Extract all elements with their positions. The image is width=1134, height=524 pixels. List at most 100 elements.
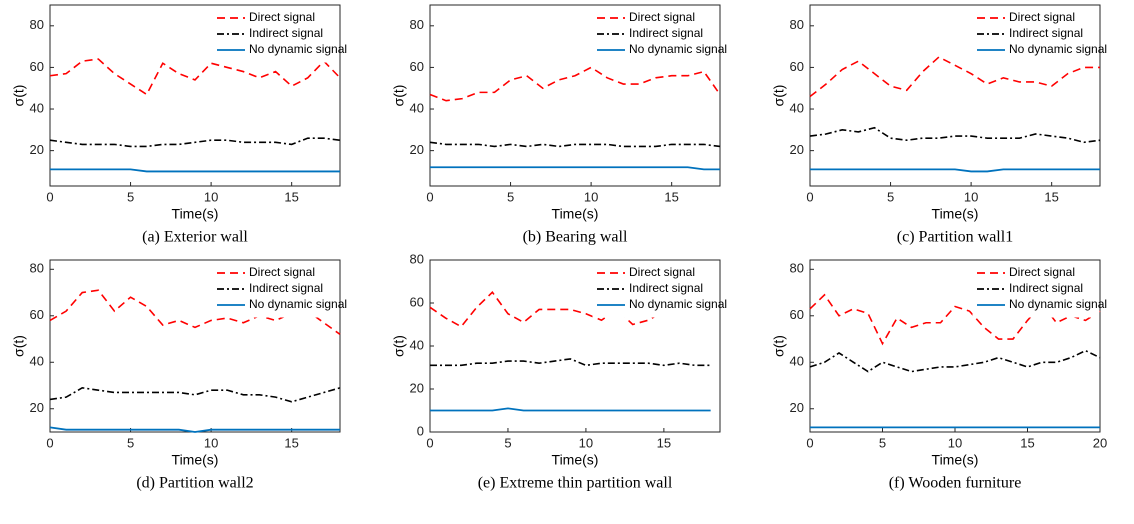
y-axis-label: σ(t) bbox=[391, 335, 407, 357]
x-tick-label: 15 bbox=[1044, 189, 1058, 204]
legend-label: Direct signal bbox=[1009, 265, 1075, 279]
x-tick-label: 5 bbox=[127, 435, 134, 450]
x-tick-label: 15 bbox=[1020, 435, 1034, 450]
y-tick-label: 80 bbox=[790, 17, 804, 32]
legend-label: Direct signal bbox=[249, 265, 315, 279]
x-tick-label: 5 bbox=[879, 435, 886, 450]
x-axis-label: Time(s) bbox=[172, 206, 219, 222]
legend-label: No dynamic signal bbox=[249, 42, 347, 56]
y-tick-label: 80 bbox=[790, 261, 804, 276]
y-tick-label: 20 bbox=[30, 142, 44, 157]
caption: (b) Bearing wall bbox=[523, 229, 628, 246]
y-tick-label: 40 bbox=[790, 100, 804, 115]
series-line bbox=[810, 168, 1100, 173]
x-axis-label: Time(s) bbox=[932, 452, 979, 468]
y-tick-label: 60 bbox=[410, 294, 424, 309]
y-tick-label: 60 bbox=[30, 307, 44, 322]
series-line bbox=[809, 126, 1101, 144]
y-tick-label: 20 bbox=[410, 142, 424, 157]
caption: (e) Extreme thin partition wall bbox=[478, 475, 673, 492]
legend-label: Indirect signal bbox=[629, 281, 703, 295]
series-line bbox=[49, 426, 340, 433]
y-tick-label: 0 bbox=[417, 423, 424, 438]
series-line bbox=[809, 349, 1101, 373]
legend-label: Direct signal bbox=[249, 10, 315, 24]
x-tick-label: 10 bbox=[964, 189, 978, 204]
series-line bbox=[429, 66, 721, 102]
x-tick-label: 0 bbox=[426, 435, 433, 450]
series-line bbox=[430, 166, 720, 171]
legend-label: Indirect signal bbox=[1009, 281, 1083, 295]
y-tick-label: 40 bbox=[790, 354, 804, 369]
y-tick-label: 80 bbox=[30, 261, 44, 276]
legend-label: No dynamic signal bbox=[249, 297, 347, 311]
legend-label: No dynamic signal bbox=[629, 42, 727, 56]
x-tick-label: 0 bbox=[46, 189, 53, 204]
legend-label: Indirect signal bbox=[249, 26, 323, 40]
y-tick-label: 80 bbox=[410, 251, 424, 266]
y-tick-label: 40 bbox=[410, 337, 424, 352]
panel: 20 40 60 80 0 5 10 15 Time(s) σ(t) (b) Bearing wal… bbox=[391, 4, 727, 246]
panel: 20 40 60 80 0 5 10 15 Time(s) σ(t) (c) Partition w… bbox=[771, 4, 1107, 246]
caption: (c) Partition wall1 bbox=[897, 229, 1013, 246]
x-tick-label: 5 bbox=[504, 435, 511, 450]
legend-label: No dynamic signal bbox=[1009, 42, 1107, 56]
panel: 20 40 60 80 0 5 10 15 Time(s) σ(t) (d) Partition w… bbox=[11, 259, 347, 492]
panel: 20 40 60 80 0 5 10 15 20 Time(s) σ(t) (f) Wooden fu… bbox=[771, 259, 1107, 492]
x-tick-label: 10 bbox=[579, 435, 593, 450]
y-tick-label: 20 bbox=[30, 400, 44, 415]
series-line bbox=[49, 387, 341, 403]
legend-label: Indirect signal bbox=[249, 281, 323, 295]
caption: (d) Partition wall2 bbox=[136, 475, 253, 492]
x-axis-label: Time(s) bbox=[932, 206, 979, 222]
x-tick-label: 5 bbox=[887, 189, 894, 204]
series-line bbox=[809, 56, 1100, 98]
legend-label: Indirect signal bbox=[1009, 26, 1083, 40]
x-tick-label: 0 bbox=[426, 189, 433, 204]
y-tick-label: 20 bbox=[790, 400, 804, 415]
x-tick-label: 0 bbox=[806, 189, 813, 204]
y-tick-label: 20 bbox=[790, 142, 804, 157]
x-tick-label: 15 bbox=[664, 189, 678, 204]
y-tick-label: 60 bbox=[410, 59, 424, 74]
y-tick-label: 60 bbox=[790, 59, 804, 74]
series-line bbox=[430, 407, 711, 412]
legend-label: Indirect signal bbox=[629, 26, 703, 40]
y-tick-label: 80 bbox=[410, 17, 424, 32]
y-tick-label: 60 bbox=[790, 307, 804, 322]
x-tick-label: 10 bbox=[948, 435, 962, 450]
caption: (f) Wooden furniture bbox=[889, 475, 1022, 492]
legend-label: Direct signal bbox=[629, 10, 695, 24]
x-tick-label: 15 bbox=[284, 189, 298, 204]
panel: 20 40 60 80 0 5 10 15 Time(s) σ(t) (a) Exterior wa… bbox=[11, 4, 347, 246]
x-tick-label: 0 bbox=[46, 435, 53, 450]
y-tick-label: 40 bbox=[30, 100, 44, 115]
legend-label: Direct signal bbox=[629, 265, 695, 279]
x-tick-label: 15 bbox=[657, 435, 671, 450]
x-axis-label: Time(s) bbox=[552, 452, 599, 468]
caption: (a) Exterior wall bbox=[142, 229, 248, 246]
series-line bbox=[430, 358, 711, 367]
y-tick-label: 80 bbox=[30, 17, 44, 32]
x-tick-label: 0 bbox=[806, 435, 813, 450]
x-tick-label: 10 bbox=[204, 435, 218, 450]
legend-label: Direct signal bbox=[1009, 10, 1075, 24]
series-line bbox=[429, 141, 721, 148]
series-line bbox=[49, 137, 341, 148]
series-line bbox=[49, 58, 341, 96]
x-tick-label: 20 bbox=[1093, 435, 1107, 450]
legend-label: No dynamic signal bbox=[629, 297, 727, 311]
y-tick-label: 40 bbox=[410, 100, 424, 115]
y-tick-label: 20 bbox=[410, 380, 424, 395]
series-line bbox=[50, 168, 340, 173]
y-tick-label: 40 bbox=[30, 354, 44, 369]
x-tick-label: 10 bbox=[584, 189, 598, 204]
y-axis-label: σ(t) bbox=[771, 85, 787, 107]
x-tick-label: 15 bbox=[284, 435, 298, 450]
legend-label: No dynamic signal bbox=[1009, 297, 1107, 311]
x-tick-label: 10 bbox=[204, 189, 218, 204]
panel: 0 20 40 60 80 0 5 10 15 Time(s) σ(t) (e) Extreme th… bbox=[391, 251, 727, 491]
y-axis-label: σ(t) bbox=[391, 85, 407, 107]
y-axis-label: σ(t) bbox=[11, 85, 27, 107]
